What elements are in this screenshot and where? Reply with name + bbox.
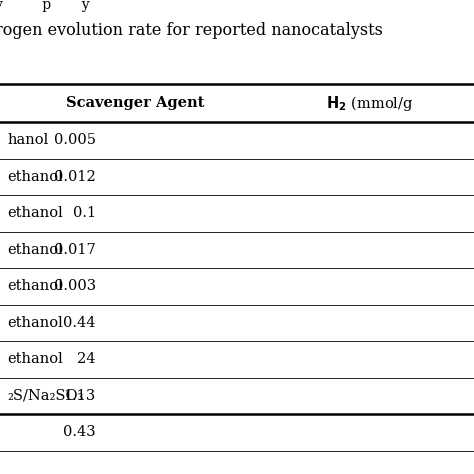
Text: hanol: hanol: [7, 133, 48, 147]
Text: 0.43: 0.43: [64, 425, 96, 439]
Text: ethanol: ethanol: [7, 279, 63, 293]
Text: Scavenger Agent: Scavenger Agent: [66, 96, 204, 110]
Text: 0.1: 0.1: [73, 206, 96, 220]
Text: 1.13: 1.13: [64, 389, 96, 403]
Text: y         p       y: y p y: [0, 0, 90, 12]
Text: 0.003: 0.003: [54, 279, 96, 293]
Text: rogen evolution rate for reported nanocatalysts: rogen evolution rate for reported nanoca…: [0, 22, 383, 39]
Text: ₂S/Na₂SO₃: ₂S/Na₂SO₃: [7, 389, 83, 403]
Text: 0.005: 0.005: [54, 133, 96, 147]
Text: ethanol: ethanol: [7, 170, 63, 184]
Text: ethanol: ethanol: [7, 316, 63, 330]
Text: ethanol: ethanol: [7, 243, 63, 257]
Text: ethanol: ethanol: [7, 352, 63, 366]
Text: 0.012: 0.012: [54, 170, 96, 184]
Text: 24: 24: [78, 352, 96, 366]
Text: ethanol: ethanol: [7, 206, 63, 220]
Text: $\mathbf{H_2}$ (mmol/g: $\mathbf{H_2}$ (mmol/g: [326, 93, 414, 112]
Text: 0.44: 0.44: [64, 316, 96, 330]
Text: 0.017: 0.017: [54, 243, 96, 257]
